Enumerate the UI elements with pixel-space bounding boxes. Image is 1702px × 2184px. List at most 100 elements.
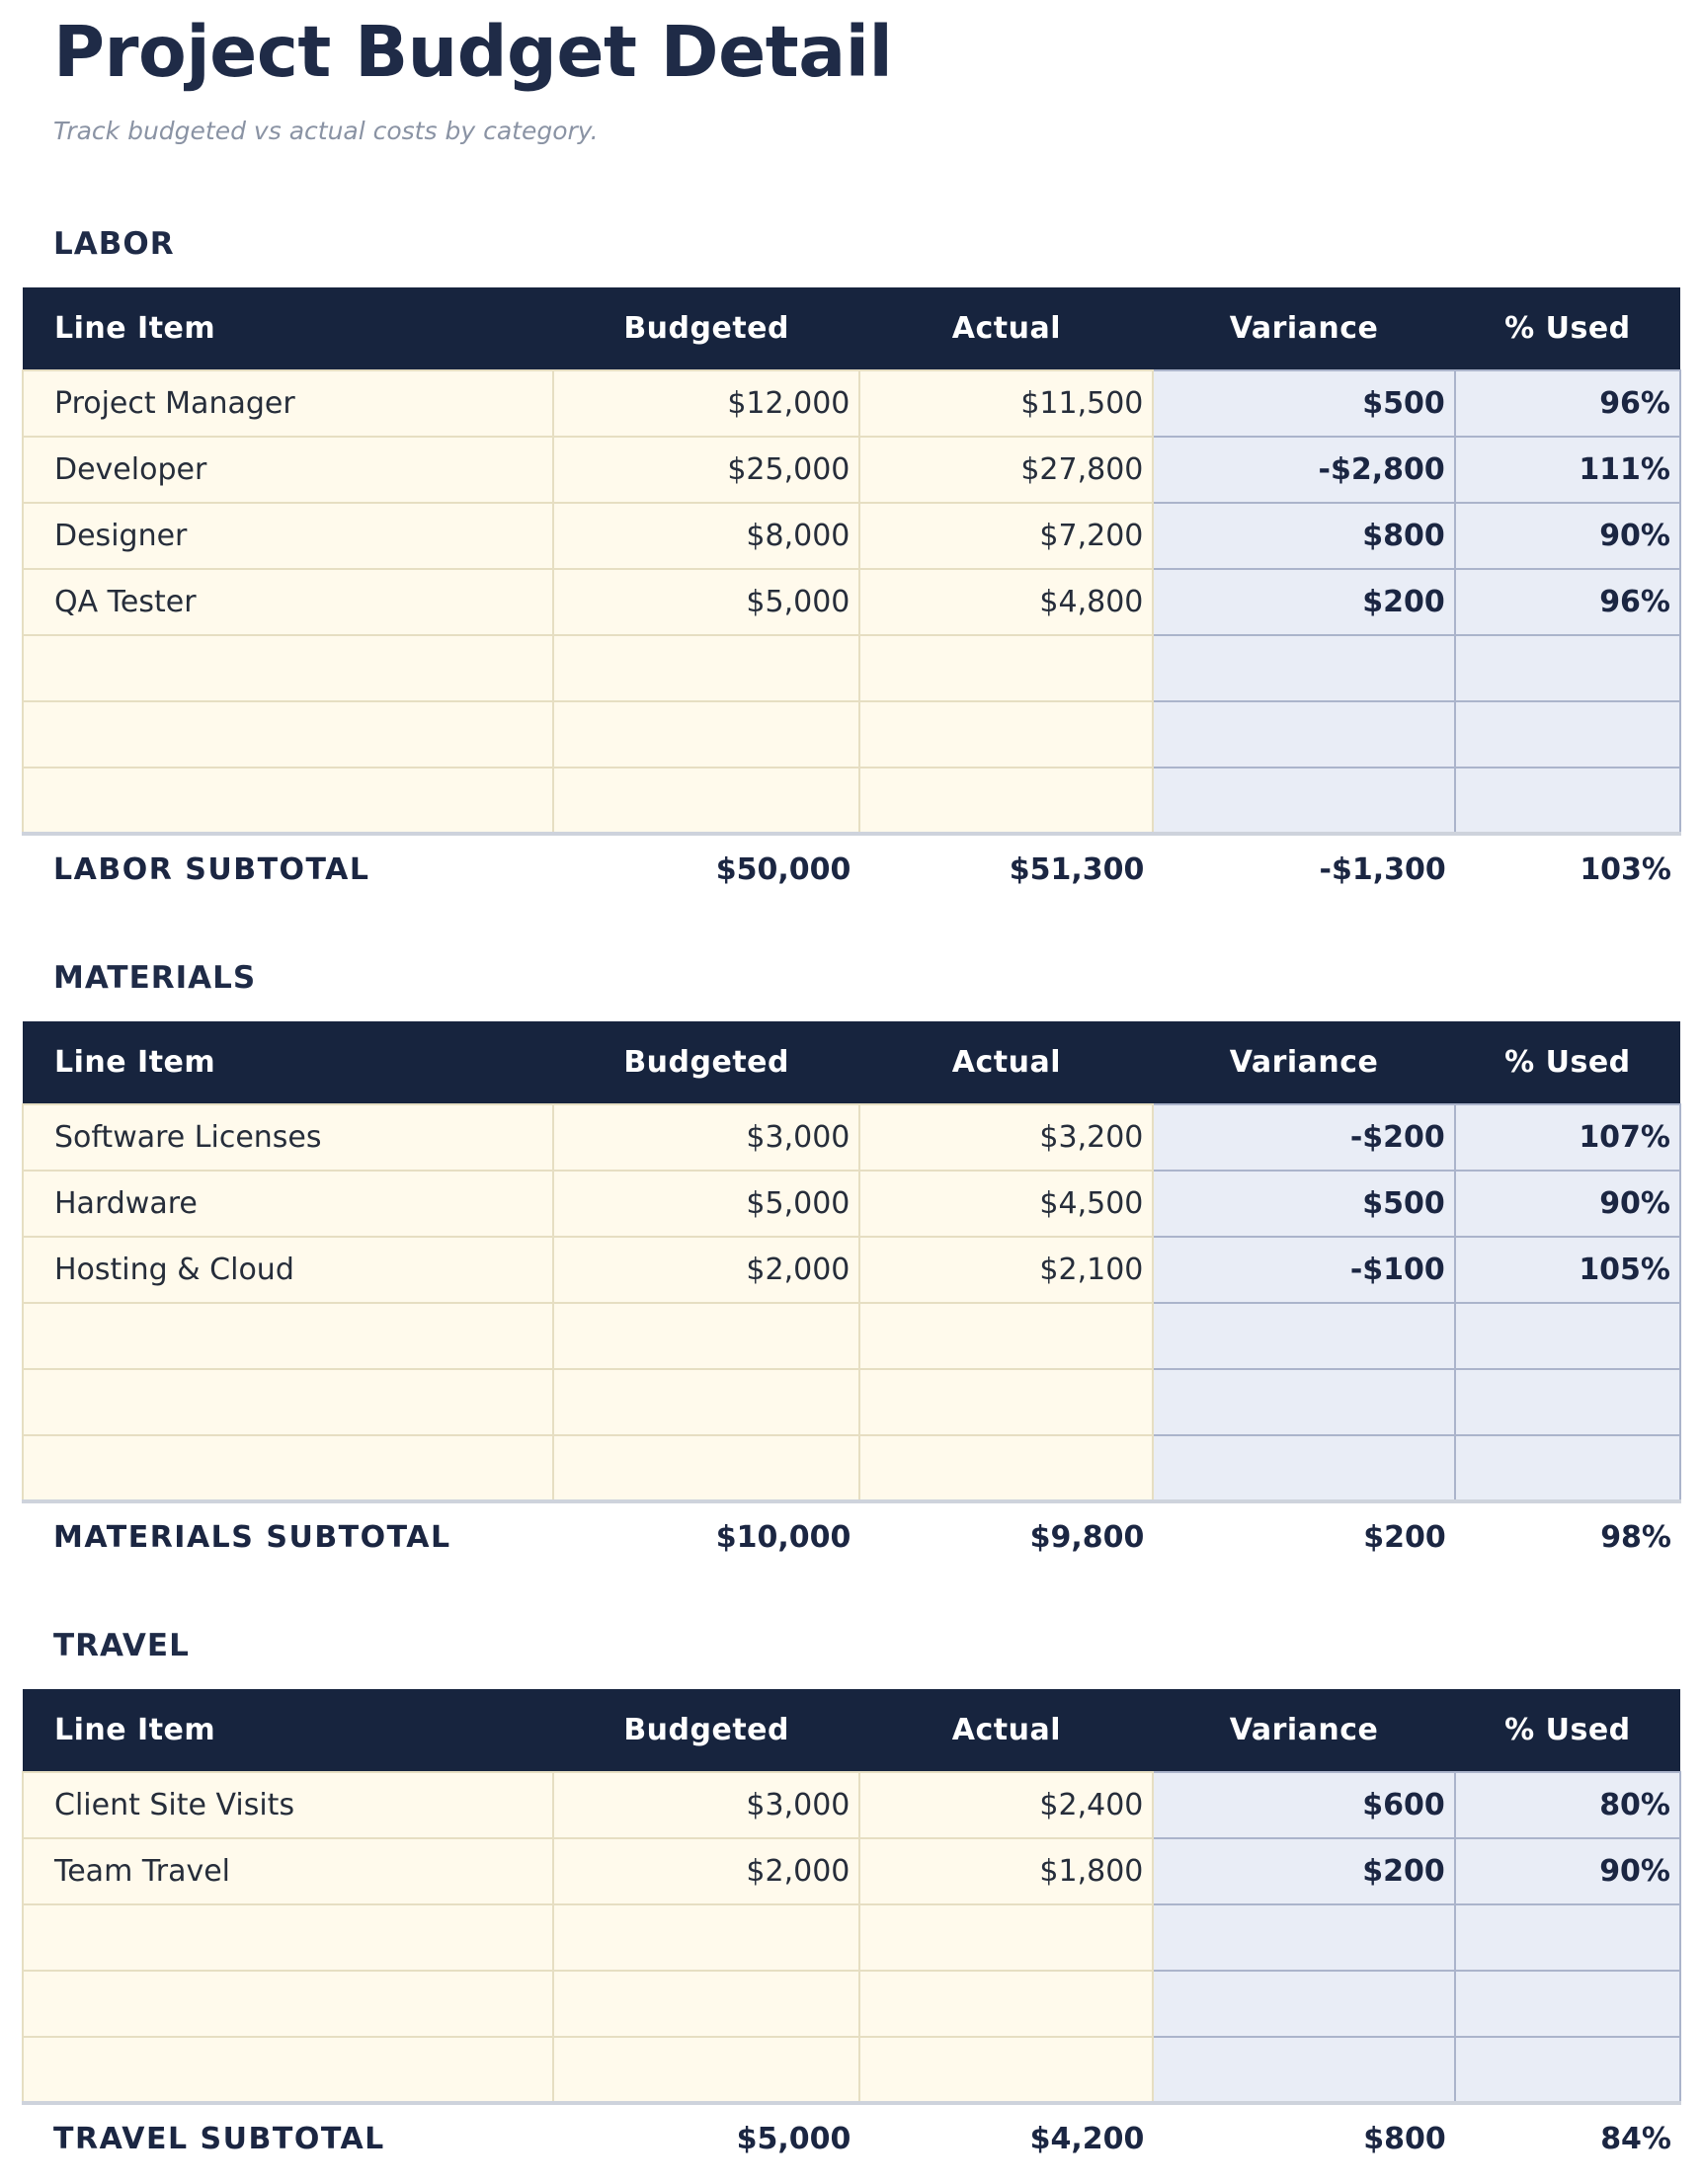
actual-cell: $7,200 bbox=[858, 501, 1155, 570]
budgeted-cell bbox=[551, 633, 861, 702]
table-body: Project Manager $12,000 $11,500 $500 96% Deve… bbox=[22, 368, 1682, 905]
budgeted-cell bbox=[551, 766, 861, 835]
line-item-cell: Designer bbox=[22, 501, 554, 570]
table-row: Software Licenses $3,000 $3,200 -$200 107% bbox=[22, 1102, 1682, 1172]
actual-cell bbox=[858, 1367, 1155, 1436]
line-item-cell bbox=[22, 1301, 554, 1370]
subtotal-used: 84% bbox=[1454, 2100, 1680, 2174]
line-item-cell: Hosting & Cloud bbox=[22, 1235, 554, 1304]
section-heading: MATERIALS bbox=[53, 959, 257, 996]
used-cell: 80% bbox=[1453, 1770, 1682, 1839]
subtotal-used: 98% bbox=[1454, 1498, 1680, 1573]
table-row bbox=[22, 1433, 1682, 1502]
table-row bbox=[22, 1969, 1682, 2038]
line-item-cell bbox=[22, 1902, 554, 1972]
subtotal-used: 103% bbox=[1454, 831, 1680, 905]
variance-cell: -$2,800 bbox=[1152, 435, 1456, 504]
actual-cell: $2,100 bbox=[858, 1235, 1155, 1304]
used-cell: 111% bbox=[1453, 435, 1682, 504]
variance-cell: -$200 bbox=[1152, 1102, 1456, 1172]
used-cell bbox=[1453, 766, 1682, 835]
budget-section: LABOR Line Item Budgeted Actual Variance… bbox=[22, 225, 1682, 905]
column-header-budgeted: Budgeted bbox=[552, 1688, 860, 1772]
actual-cell: $11,500 bbox=[858, 368, 1155, 438]
used-cell: 90% bbox=[1453, 1169, 1682, 1238]
column-header-used: % Used bbox=[1454, 1020, 1680, 1104]
budgeted-cell: $12,000 bbox=[551, 368, 861, 438]
variance-cell: $600 bbox=[1152, 1770, 1456, 1839]
table-row bbox=[22, 699, 1682, 768]
section-heading: LABOR bbox=[53, 225, 175, 262]
subtotal-variance: $800 bbox=[1153, 2100, 1455, 2174]
variance-cell bbox=[1152, 1969, 1456, 2038]
variance-cell: $500 bbox=[1152, 368, 1456, 438]
column-header-actual: Actual bbox=[859, 286, 1154, 370]
column-header-line-item: Line Item bbox=[23, 1688, 553, 1772]
column-header-variance: Variance bbox=[1153, 1020, 1455, 1104]
variance-cell bbox=[1152, 766, 1456, 835]
variance-cell: $200 bbox=[1152, 567, 1456, 636]
section-heading: TRAVEL bbox=[53, 1627, 190, 1663]
budget-table: Line Item Budgeted Actual Variance % Use… bbox=[22, 1688, 1682, 2174]
variance-cell bbox=[1152, 1367, 1456, 1436]
subtotal-variance: $200 bbox=[1153, 1498, 1455, 1573]
subtotal-budgeted: $50,000 bbox=[552, 831, 860, 905]
line-item-cell bbox=[22, 699, 554, 768]
used-cell: 105% bbox=[1453, 1235, 1682, 1304]
line-item-cell bbox=[22, 1969, 554, 2038]
sections-container: LABOR Line Item Budgeted Actual Variance… bbox=[22, 225, 1682, 2174]
used-cell bbox=[1453, 1301, 1682, 1370]
used-cell bbox=[1453, 1433, 1682, 1502]
table-row: QA Tester $5,000 $4,800 $200 96% bbox=[22, 567, 1682, 636]
page-subtitle: Track budgeted vs actual costs by catego… bbox=[53, 116, 599, 145]
budget-section: MATERIALS Line Item Budgeted Actual Vari… bbox=[22, 959, 1682, 1573]
subtotal-row: TRAVEL SUBTOTAL $5,000 $4,200 $800 84% bbox=[23, 2100, 1680, 2174]
subtotal-label: TRAVEL SUBTOTAL bbox=[23, 2100, 553, 2174]
actual-cell bbox=[858, 766, 1155, 835]
table-row: Developer $25,000 $27,800 -$2,800 111% bbox=[22, 435, 1682, 504]
variance-cell bbox=[1152, 1902, 1456, 1972]
column-header-line-item: Line Item bbox=[23, 286, 553, 370]
variance-cell: -$100 bbox=[1152, 1235, 1456, 1304]
actual-cell bbox=[858, 1301, 1155, 1370]
subtotal-row: LABOR SUBTOTAL $50,000 $51,300 -$1,300 103% bbox=[23, 831, 1680, 905]
subtotal-variance: -$1,300 bbox=[1153, 831, 1455, 905]
subtotal-actual: $4,200 bbox=[859, 2100, 1154, 2174]
table-row bbox=[22, 766, 1682, 835]
line-item-cell: Client Site Visits bbox=[22, 1770, 554, 1839]
line-item-cell bbox=[22, 633, 554, 702]
subtotal-actual: $9,800 bbox=[859, 1498, 1154, 1573]
used-cell: 96% bbox=[1453, 567, 1682, 636]
budgeted-cell: $5,000 bbox=[551, 567, 861, 636]
column-header-line-item: Line Item bbox=[23, 1020, 553, 1104]
used-cell: 107% bbox=[1453, 1102, 1682, 1172]
subtotal-actual: $51,300 bbox=[859, 831, 1154, 905]
column-header-budgeted: Budgeted bbox=[552, 1020, 860, 1104]
budgeted-cell bbox=[551, 699, 861, 768]
variance-cell bbox=[1152, 633, 1456, 702]
actual-cell bbox=[858, 1433, 1155, 1502]
table-row bbox=[22, 2035, 1682, 2104]
variance-cell bbox=[1152, 2035, 1456, 2104]
actual-cell bbox=[858, 1902, 1155, 1972]
table-row bbox=[22, 1301, 1682, 1370]
line-item-cell: QA Tester bbox=[22, 567, 554, 636]
budgeted-cell: $3,000 bbox=[551, 1102, 861, 1172]
actual-cell: $1,800 bbox=[858, 1836, 1155, 1905]
column-header-variance: Variance bbox=[1153, 286, 1455, 370]
used-cell: 90% bbox=[1453, 1836, 1682, 1905]
budgeted-cell: $8,000 bbox=[551, 501, 861, 570]
line-item-cell bbox=[22, 1367, 554, 1436]
actual-cell: $4,800 bbox=[858, 567, 1155, 636]
column-header-actual: Actual bbox=[859, 1688, 1154, 1772]
variance-cell bbox=[1152, 1301, 1456, 1370]
subtotal-row: MATERIALS SUBTOTAL $10,000 $9,800 $200 98% bbox=[23, 1498, 1680, 1573]
table-row: Designer $8,000 $7,200 $800 90% bbox=[22, 501, 1682, 570]
subtotal-budgeted: $10,000 bbox=[552, 1498, 860, 1573]
line-item-cell: Hardware bbox=[22, 1169, 554, 1238]
budgeted-cell bbox=[551, 1902, 861, 1972]
used-cell bbox=[1453, 2035, 1682, 2104]
budgeted-cell: $2,000 bbox=[551, 1235, 861, 1304]
used-cell: 96% bbox=[1453, 368, 1682, 438]
table-row: Project Manager $12,000 $11,500 $500 96% bbox=[22, 368, 1682, 438]
